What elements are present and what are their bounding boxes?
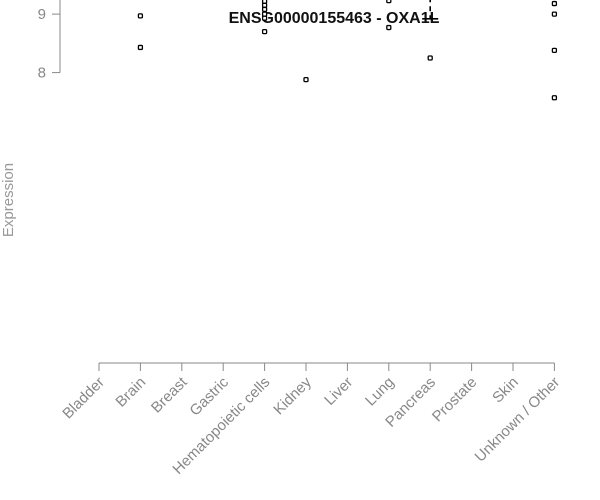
- outlier-point: [427, 55, 433, 61]
- outlier-point: [261, 15, 268, 21]
- box-group: [551, 0, 558, 101]
- x-tick-label: Liver: [321, 374, 356, 409]
- x-tick-label: Kidney: [270, 373, 315, 418]
- outlier-point: [551, 95, 558, 101]
- outlier-point: [551, 11, 558, 17]
- chart-title: ENSG00000155463 - OXA1L: [229, 10, 440, 27]
- plot-area: [137, 0, 558, 101]
- outlier-point: [551, 0, 558, 7]
- outlier-point: [386, 0, 392, 4]
- x-tick-label: Brain: [112, 374, 149, 411]
- y-axis: 8910111213: [38, 0, 61, 82]
- outlier-point: [261, 11, 268, 17]
- box-group: [422, 0, 439, 61]
- outlier-point: [261, 6, 268, 13]
- y-axis-title: Expression: [0, 163, 17, 237]
- box-group: [386, 0, 392, 31]
- y-tick-label: 9: [38, 6, 46, 23]
- y-tick-label: 8: [38, 65, 46, 82]
- x-tick-label: Bladder: [59, 374, 108, 423]
- outlier-point: [137, 44, 144, 51]
- box-group: [261, 0, 268, 35]
- box-group: [303, 76, 309, 83]
- x-tick-label: Lung: [362, 374, 398, 410]
- outlier-point: [551, 47, 558, 54]
- outlier-point: [261, 2, 268, 8]
- x-tick-label: Skin: [489, 374, 522, 407]
- outlier-point: [261, 28, 268, 35]
- outlier-point: [386, 24, 392, 31]
- outlier-point: [303, 76, 309, 83]
- box-group: [137, 13, 144, 51]
- outlier-point: [137, 13, 144, 19]
- x-tick-label: Breast: [148, 373, 191, 416]
- x-tick-label: Prostate: [429, 374, 481, 426]
